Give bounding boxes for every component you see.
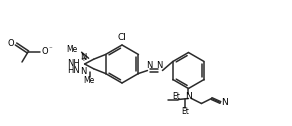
Text: N: N — [146, 61, 153, 70]
Text: O: O — [42, 48, 48, 56]
Text: +: + — [81, 56, 87, 62]
Text: Me: Me — [66, 45, 78, 54]
Text: N: N — [156, 61, 163, 70]
Text: N: N — [221, 98, 228, 107]
Text: N: N — [185, 92, 192, 101]
Text: N: N — [80, 53, 87, 62]
Text: Et: Et — [182, 107, 190, 116]
Text: Et: Et — [172, 92, 180, 101]
Text: N: N — [80, 67, 87, 76]
Text: ⁻: ⁻ — [48, 46, 52, 52]
Text: O: O — [8, 39, 14, 48]
Text: Me: Me — [83, 76, 94, 85]
Text: HN: HN — [67, 66, 80, 75]
Text: Cl: Cl — [118, 34, 126, 42]
Text: NH: NH — [67, 58, 80, 68]
